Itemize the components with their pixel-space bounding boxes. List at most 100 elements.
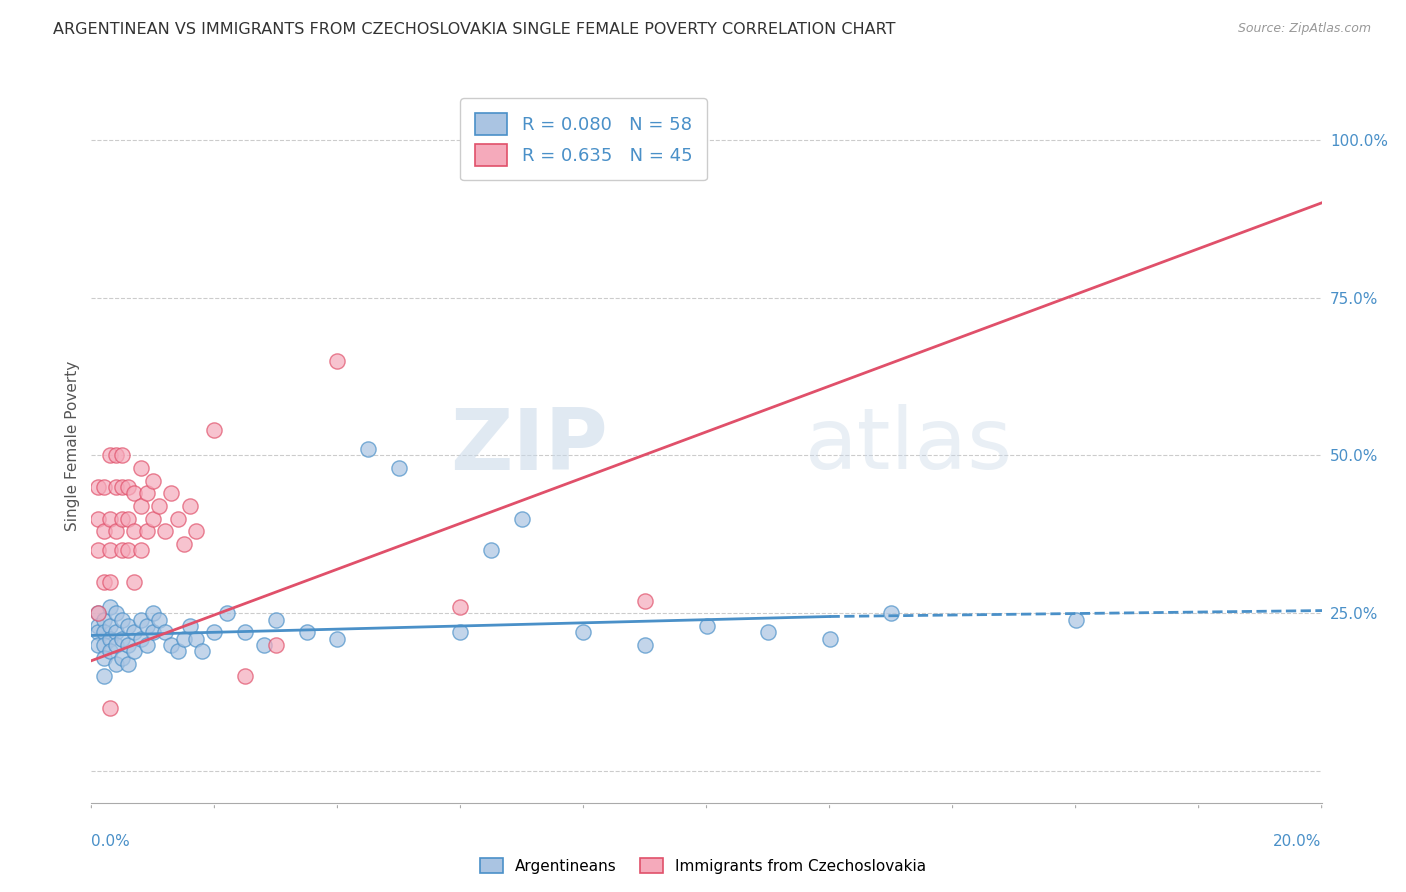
Text: ARGENTINEAN VS IMMIGRANTS FROM CZECHOSLOVAKIA SINGLE FEMALE POVERTY CORRELATION : ARGENTINEAN VS IMMIGRANTS FROM CZECHOSLO…: [53, 22, 896, 37]
Point: [264, 638, 287, 652]
Legend: R = 0.080   N = 58, R = 0.635   N = 45: R = 0.080 N = 58, R = 0.635 N = 45: [460, 98, 707, 180]
Point: [202, 423, 225, 437]
Point: [191, 644, 214, 658]
Point: [184, 524, 207, 539]
Point: [142, 511, 165, 525]
Point: [129, 499, 152, 513]
Point: [117, 480, 139, 494]
Point: [142, 607, 165, 621]
Point: [142, 625, 165, 640]
Point: [215, 607, 238, 621]
Point: [818, 632, 841, 646]
Point: [184, 632, 207, 646]
Text: ZIP: ZIP: [450, 404, 607, 488]
Text: 20.0%: 20.0%: [1274, 834, 1322, 848]
Point: [111, 650, 134, 665]
Point: [98, 600, 121, 615]
Point: [129, 461, 152, 475]
Point: [173, 632, 195, 646]
Point: [166, 511, 188, 525]
Point: [105, 480, 127, 494]
Point: [117, 638, 139, 652]
Point: [93, 613, 115, 627]
Point: [86, 543, 108, 558]
Point: [129, 632, 152, 646]
Point: [111, 613, 134, 627]
Point: [105, 657, 127, 671]
Point: [696, 619, 718, 633]
Point: [295, 625, 318, 640]
Point: [93, 625, 115, 640]
Point: [111, 543, 134, 558]
Point: [98, 543, 121, 558]
Point: [357, 442, 380, 457]
Point: [202, 625, 225, 640]
Point: [135, 524, 157, 539]
Point: [124, 524, 146, 539]
Text: atlas: atlas: [804, 404, 1012, 488]
Point: [98, 701, 121, 715]
Point: [86, 480, 108, 494]
Point: [86, 511, 108, 525]
Point: [233, 625, 256, 640]
Point: [153, 625, 177, 640]
Point: [148, 499, 170, 513]
Point: [111, 632, 134, 646]
Point: [98, 632, 121, 646]
Point: [160, 638, 183, 652]
Point: [326, 353, 349, 368]
Point: [173, 537, 195, 551]
Point: [86, 638, 108, 652]
Point: [111, 449, 134, 463]
Point: [93, 669, 115, 683]
Point: [117, 543, 139, 558]
Point: [166, 644, 188, 658]
Point: [86, 625, 108, 640]
Point: [129, 613, 152, 627]
Point: [86, 607, 108, 621]
Point: [129, 543, 152, 558]
Point: [153, 524, 177, 539]
Point: [510, 511, 533, 525]
Point: [111, 511, 134, 525]
Point: [93, 524, 115, 539]
Point: [449, 625, 471, 640]
Point: [98, 574, 121, 589]
Legend: Argentineans, Immigrants from Czechoslovakia: Argentineans, Immigrants from Czechoslov…: [474, 852, 932, 880]
Point: [135, 638, 157, 652]
Point: [479, 543, 502, 558]
Point: [105, 625, 127, 640]
Point: [98, 511, 121, 525]
Y-axis label: Single Female Poverty: Single Female Poverty: [65, 361, 80, 531]
Point: [179, 499, 201, 513]
Point: [98, 644, 121, 658]
Point: [105, 607, 127, 621]
Point: [93, 574, 115, 589]
Point: [388, 461, 411, 475]
Point: [111, 480, 134, 494]
Point: [124, 574, 146, 589]
Point: [105, 524, 127, 539]
Point: [124, 625, 146, 640]
Point: [124, 644, 146, 658]
Point: [756, 625, 779, 640]
Point: [135, 619, 157, 633]
Point: [179, 619, 201, 633]
Point: [124, 486, 146, 500]
Point: [86, 607, 108, 621]
Point: [634, 593, 657, 607]
Text: Source: ZipAtlas.com: Source: ZipAtlas.com: [1237, 22, 1371, 36]
Point: [264, 613, 287, 627]
Point: [93, 480, 115, 494]
Point: [93, 638, 115, 652]
Point: [142, 474, 165, 488]
Point: [634, 638, 657, 652]
Point: [326, 632, 349, 646]
Text: 0.0%: 0.0%: [91, 834, 131, 848]
Point: [117, 511, 139, 525]
Point: [449, 600, 471, 615]
Point: [93, 650, 115, 665]
Point: [1064, 613, 1087, 627]
Point: [148, 613, 170, 627]
Point: [98, 449, 121, 463]
